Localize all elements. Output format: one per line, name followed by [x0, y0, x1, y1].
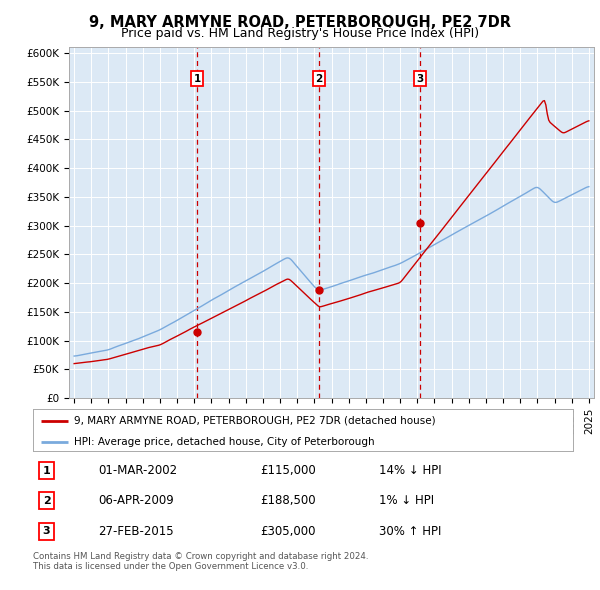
Text: HPI: Average price, detached house, City of Peterborough: HPI: Average price, detached house, City…: [74, 437, 374, 447]
Text: 1% ↓ HPI: 1% ↓ HPI: [379, 494, 434, 507]
Text: 1: 1: [194, 74, 201, 84]
Text: 9, MARY ARMYNE ROAD, PETERBOROUGH, PE2 7DR (detached house): 9, MARY ARMYNE ROAD, PETERBOROUGH, PE2 7…: [74, 416, 435, 426]
Text: Price paid vs. HM Land Registry's House Price Index (HPI): Price paid vs. HM Land Registry's House …: [121, 27, 479, 40]
Text: 2: 2: [316, 74, 323, 84]
Text: £305,000: £305,000: [260, 525, 316, 537]
Text: 3: 3: [416, 74, 424, 84]
Text: 2: 2: [43, 496, 50, 506]
Text: 30% ↑ HPI: 30% ↑ HPI: [379, 525, 441, 537]
Text: 3: 3: [43, 526, 50, 536]
Text: 14% ↓ HPI: 14% ↓ HPI: [379, 464, 441, 477]
Text: Contains HM Land Registry data © Crown copyright and database right 2024.
This d: Contains HM Land Registry data © Crown c…: [33, 552, 368, 571]
Text: 1: 1: [43, 466, 50, 476]
Text: 9, MARY ARMYNE ROAD, PETERBOROUGH, PE2 7DR: 9, MARY ARMYNE ROAD, PETERBOROUGH, PE2 7…: [89, 15, 511, 30]
Text: 27-FEB-2015: 27-FEB-2015: [98, 525, 173, 537]
Text: £115,000: £115,000: [260, 464, 316, 477]
Text: 01-MAR-2002: 01-MAR-2002: [98, 464, 177, 477]
Text: 06-APR-2009: 06-APR-2009: [98, 494, 173, 507]
Text: £188,500: £188,500: [260, 494, 316, 507]
